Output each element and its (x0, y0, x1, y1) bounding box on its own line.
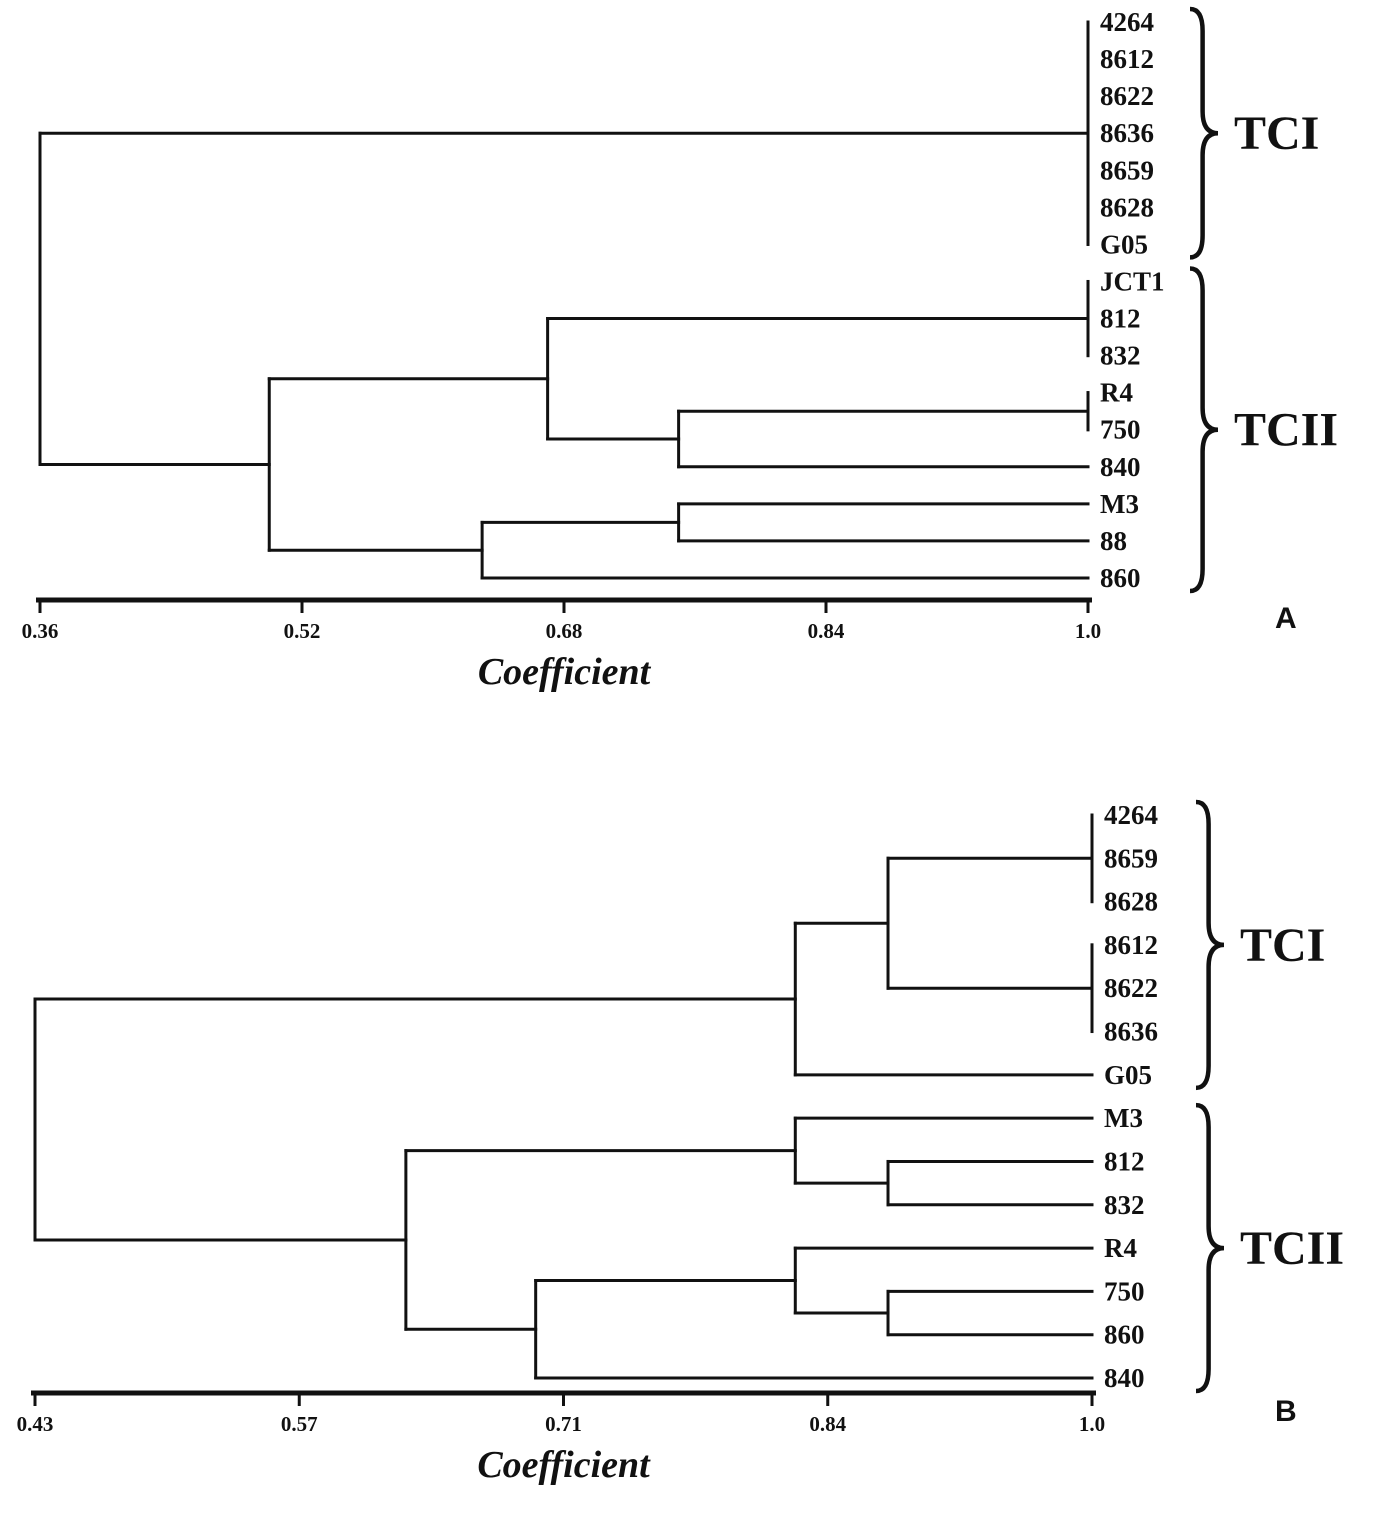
axis-tick-label: 0.84 (809, 1412, 846, 1436)
axis-tick-label: 0.43 (17, 1412, 54, 1436)
leaf-label: 832 (1104, 1190, 1145, 1220)
group-label: TCI (1240, 919, 1325, 972)
leaf-label: 88 (1100, 526, 1127, 556)
leaf-label: 8622 (1100, 81, 1154, 111)
leaf-label: M3 (1104, 1103, 1143, 1133)
group-label: TCII (1234, 404, 1338, 457)
leaf-label: 4264 (1104, 800, 1158, 830)
leaf-label: 840 (1100, 452, 1141, 482)
axis-title: Coefficient (477, 1444, 651, 1486)
leaf-label: 8612 (1100, 44, 1154, 74)
group-brace (1195, 1102, 1225, 1394)
axis-tick-label: 0.36 (22, 619, 59, 643)
leaf-label: 832 (1100, 341, 1141, 371)
leaf-labels: 4264 8659 8628 8612 8622 8636 G05 M3 812 832 R4 750… (1104, 800, 1158, 1393)
leaf-label: 8659 (1100, 155, 1154, 185)
leaf-label: 750 (1104, 1276, 1145, 1306)
leaf-label: 8612 (1104, 930, 1158, 960)
tree-lines (38, 20, 1090, 580)
coefficient-axis: 0.43 0.57 0.71 0.84 1.0 Coefficient (17, 1390, 1105, 1486)
axis-tick-label: 1.0 (1075, 619, 1101, 643)
panel-letter: B (1275, 1395, 1297, 1428)
axis-tick-label: 0.57 (281, 1412, 318, 1436)
axis-tick-label: 0.84 (808, 619, 845, 643)
leaf-label: 4264 (1100, 7, 1154, 37)
axis-tick-label: 1.0 (1079, 1412, 1105, 1436)
group-label: TCII (1240, 1222, 1344, 1275)
leaf-label: 8659 (1104, 843, 1158, 873)
leaf-labels: 4264 8612 8622 8636 8659 8628 G05 JCT1 812 832 R4 7… (1100, 7, 1165, 593)
group-brace (1189, 6, 1219, 260)
leaf-label: 812 (1100, 304, 1141, 334)
axis-tick-label: 0.52 (284, 619, 321, 643)
leaf-label: 860 (1104, 1320, 1145, 1350)
leaf-label: G05 (1104, 1060, 1152, 1090)
leaf-label: 860 (1100, 563, 1141, 593)
group-brace (1195, 799, 1225, 1091)
leaf-label: JCT1 (1100, 266, 1165, 296)
panel-letter: A (1275, 602, 1297, 635)
leaf-label: 840 (1104, 1363, 1145, 1393)
group-label: TCI (1234, 107, 1319, 160)
leaf-label: R4 (1104, 1233, 1137, 1263)
leaf-label: 8636 (1100, 118, 1154, 148)
leaf-label: 8622 (1104, 973, 1158, 1003)
group-brace (1189, 266, 1219, 594)
panel-a-container: 4264 8612 8622 8636 8659 8628 G05 JCT1 812 832 R4 7… (0, 0, 1375, 705)
leaf-label: 8628 (1100, 192, 1154, 222)
leaf-label: G05 (1100, 229, 1148, 259)
dendrogram-panel-A: 4264 8612 8622 8636 8659 8628 G05 JCT1 812 832 R4 7… (22, 6, 1338, 693)
leaf-label: M3 (1100, 489, 1139, 519)
dendrogram-panel-B: 4264 8659 8628 8612 8622 8636 G05 M3 812 832 R4 750… (17, 799, 1344, 1486)
axis-title: Coefficient (478, 651, 652, 693)
leaf-label: R4 (1100, 378, 1133, 408)
tree-lines (33, 813, 1094, 1380)
coefficient-axis: 0.36 0.52 0.68 0.84 1.0 Coefficient (22, 597, 1101, 693)
axis-tick-label: 0.71 (545, 1412, 582, 1436)
axis-tick-label: 0.68 (546, 619, 583, 643)
leaf-label: 8628 (1104, 887, 1158, 917)
panel-b-container: 4264 8659 8628 8612 8622 8636 G05 M3 812 832 R4 750… (0, 780, 1375, 1513)
leaf-label: 812 (1104, 1146, 1145, 1176)
leaf-label: 8636 (1104, 1017, 1158, 1047)
leaf-label: 750 (1100, 415, 1141, 445)
